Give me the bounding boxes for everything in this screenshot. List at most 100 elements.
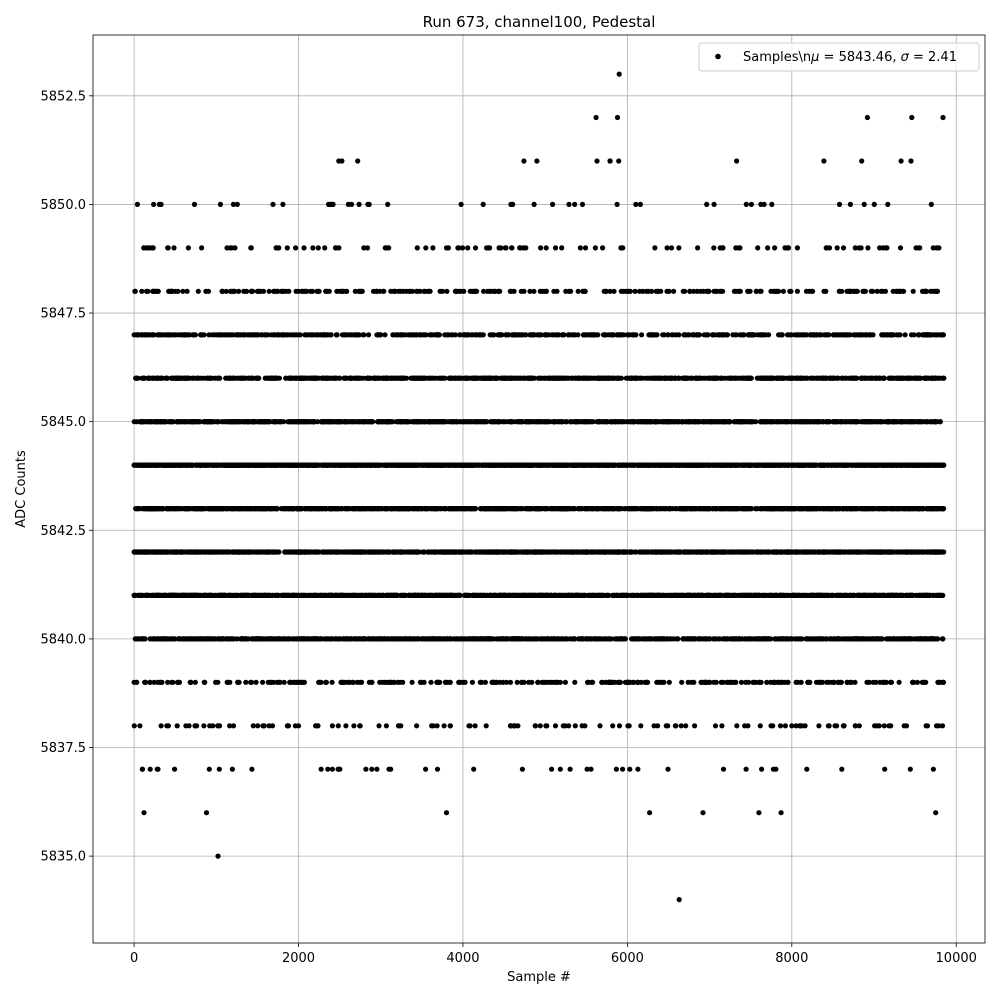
data-point xyxy=(483,723,489,729)
data-point xyxy=(276,549,282,555)
data-point xyxy=(633,549,639,555)
data-point xyxy=(183,636,190,642)
data-point xyxy=(852,723,858,729)
data-point xyxy=(823,636,829,642)
data-point xyxy=(789,636,795,642)
data-point xyxy=(729,549,735,555)
data-point xyxy=(691,679,697,685)
data-point xyxy=(804,766,810,772)
data-point xyxy=(873,679,879,685)
data-point xyxy=(206,592,212,599)
data-point xyxy=(565,549,571,555)
data-point xyxy=(881,723,887,729)
data-point xyxy=(914,679,921,685)
data-point xyxy=(411,636,417,642)
data-point xyxy=(649,549,655,555)
data-point xyxy=(716,592,722,599)
data-point xyxy=(630,679,636,685)
data-point xyxy=(685,636,691,642)
data-point xyxy=(569,636,575,642)
data-point xyxy=(388,592,394,599)
data-point xyxy=(757,723,763,729)
data-point xyxy=(888,679,895,685)
data-point xyxy=(265,679,271,685)
data-point xyxy=(260,679,266,685)
data-point xyxy=(511,592,517,599)
data-point xyxy=(431,549,438,555)
data-point xyxy=(562,636,568,642)
data-point xyxy=(908,592,914,599)
data-point xyxy=(513,636,519,642)
data-point xyxy=(227,723,233,729)
data-point xyxy=(634,636,640,642)
data-point xyxy=(761,636,767,642)
data-point xyxy=(139,766,145,772)
data-point xyxy=(685,679,691,685)
data-point xyxy=(873,592,880,599)
data-point xyxy=(335,723,341,729)
data-point xyxy=(238,636,244,642)
data-point xyxy=(759,766,765,772)
data-point xyxy=(192,679,198,685)
data-point xyxy=(515,723,521,729)
data-point xyxy=(462,679,468,685)
data-point xyxy=(842,636,848,642)
data-point xyxy=(784,636,790,642)
data-point xyxy=(351,723,357,729)
data-point xyxy=(189,636,195,642)
data-point xyxy=(456,592,462,599)
data-point xyxy=(826,723,832,729)
data-point xyxy=(811,636,817,642)
data-point xyxy=(657,592,663,599)
data-point xyxy=(665,766,671,772)
data-point xyxy=(610,723,616,729)
data-point xyxy=(430,723,436,729)
data-point xyxy=(428,679,434,685)
data-point xyxy=(521,549,527,555)
data-point xyxy=(476,636,482,642)
data-point xyxy=(243,679,249,685)
data-point xyxy=(137,723,143,729)
data-point xyxy=(867,636,874,642)
data-point xyxy=(666,549,672,555)
data-point xyxy=(704,679,711,685)
data-point xyxy=(216,766,222,772)
data-point xyxy=(802,592,808,599)
data-point xyxy=(376,723,382,729)
data-point xyxy=(543,679,549,685)
data-point xyxy=(757,592,763,599)
data-point xyxy=(856,592,862,599)
data-point xyxy=(879,549,886,555)
data-point xyxy=(277,679,283,685)
data-point xyxy=(699,679,705,685)
data-point xyxy=(515,549,521,555)
data-point xyxy=(782,723,789,729)
data-point xyxy=(434,679,440,685)
data-point xyxy=(830,592,836,599)
data-point xyxy=(579,723,585,729)
data-point xyxy=(675,549,682,555)
data-point xyxy=(315,723,321,729)
data-point xyxy=(352,549,358,555)
data-point xyxy=(663,723,669,729)
data-point xyxy=(872,723,878,729)
data-point xyxy=(487,592,494,599)
data-point xyxy=(379,679,385,685)
data-point xyxy=(847,592,853,599)
data-point xyxy=(155,766,161,772)
data-point xyxy=(537,723,543,729)
data-points xyxy=(131,71,947,903)
data-point xyxy=(134,679,140,685)
data-point xyxy=(793,679,799,685)
data-point xyxy=(359,679,365,685)
data-point xyxy=(551,592,558,599)
data-point xyxy=(193,636,199,642)
data-point xyxy=(497,636,504,642)
data-point xyxy=(796,592,803,599)
data-point xyxy=(181,592,187,599)
data-point xyxy=(722,592,728,599)
data-point xyxy=(611,549,617,555)
data-point xyxy=(794,549,800,555)
data-point xyxy=(915,549,921,555)
data-point xyxy=(572,723,578,729)
